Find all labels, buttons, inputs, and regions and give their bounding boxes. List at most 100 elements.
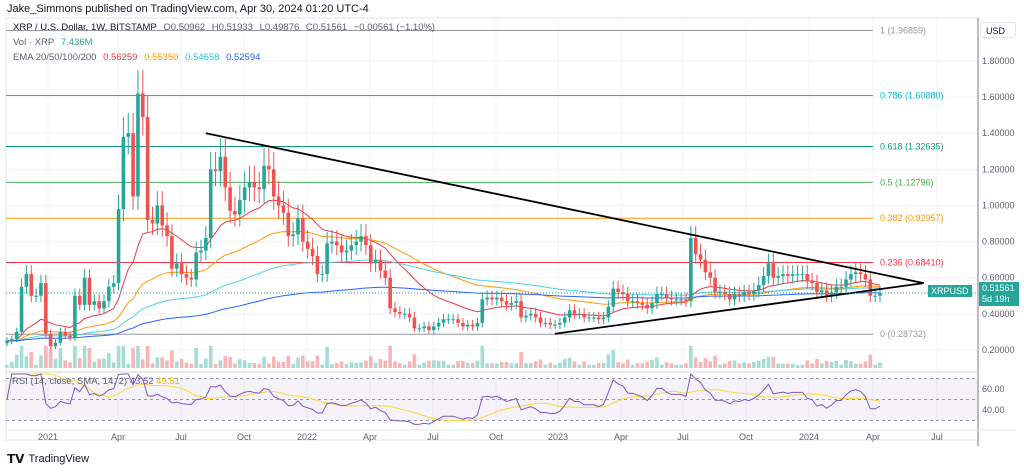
candle-body	[320, 274, 325, 276]
volume-bar	[77, 358, 82, 368]
volume-bar	[136, 346, 140, 368]
candle-body	[533, 313, 538, 318]
candle-body	[383, 270, 388, 278]
candle-body	[737, 293, 742, 296]
candle-body	[853, 272, 858, 275]
candle-body	[194, 252, 198, 280]
volume-bar	[63, 360, 67, 368]
volume-bar	[645, 361, 649, 368]
volume-bar	[44, 346, 48, 368]
candle-body	[136, 93, 140, 197]
fib-level-label: 0 (0.28732)	[880, 329, 926, 339]
volume-bar	[160, 357, 164, 368]
volume-bar	[427, 360, 431, 368]
volume-bar	[228, 356, 232, 368]
candle-body	[524, 315, 528, 318]
candle-body	[839, 286, 843, 288]
candle-body	[446, 319, 451, 321]
volume-bar	[305, 361, 310, 368]
candle-body	[761, 275, 766, 285]
fib-level-label: 0.236 (0.68410)	[880, 258, 944, 268]
volume-bar	[771, 356, 776, 368]
volume-bar	[485, 363, 489, 368]
tradingview-logo[interactable]: 𝗧𝗩 TradingView	[7, 452, 89, 466]
candle-body	[48, 333, 53, 347]
price-tick: 0.80000	[982, 237, 1015, 247]
candle-body	[141, 93, 145, 117]
candle-body	[650, 303, 654, 309]
candle-body	[218, 156, 223, 172]
candle-body	[242, 187, 247, 201]
volume-bar	[630, 364, 635, 368]
candle-body	[820, 290, 824, 293]
volume-bar	[470, 362, 475, 368]
volume-bar	[553, 364, 557, 368]
volume-bar	[664, 362, 669, 368]
volume-bar	[208, 346, 213, 368]
candle-body	[514, 301, 519, 304]
candle-body	[402, 313, 407, 315]
candle-body	[499, 297, 504, 302]
time-tick: Jul	[427, 432, 439, 442]
candle-body	[107, 286, 111, 302]
volume-bar	[878, 362, 882, 368]
candle-body	[727, 293, 732, 300]
candle-body	[698, 254, 703, 260]
ohlc-high: H0.51933	[211, 22, 253, 33]
volume-bar	[519, 352, 523, 368]
candle-body	[170, 236, 174, 269]
volume-bar	[87, 348, 92, 368]
candle-body	[267, 165, 271, 170]
volume-bar	[165, 360, 169, 368]
volume-bar	[102, 358, 106, 368]
candle-body	[58, 331, 63, 343]
candle-body	[679, 299, 683, 301]
currency-selector[interactable]: USD	[980, 22, 1016, 38]
volume-bar	[727, 360, 732, 368]
candle-body	[659, 293, 664, 295]
volume-bar	[150, 363, 155, 368]
candle-body	[509, 303, 514, 305]
volume-bar	[204, 358, 208, 368]
volume-bar	[53, 358, 58, 368]
candle-body	[645, 304, 649, 309]
candle-body	[621, 292, 625, 294]
volume-bar	[868, 354, 873, 368]
candle-body	[63, 331, 67, 336]
candle-body	[87, 277, 92, 305]
candle-body	[204, 237, 208, 251]
volume-bar	[524, 362, 528, 368]
volume-bar	[325, 346, 329, 368]
volume-bar	[669, 363, 674, 368]
volume-bar	[39, 355, 43, 368]
volume-bar	[655, 357, 659, 368]
volume-bar	[635, 363, 640, 368]
candle-body	[53, 342, 58, 347]
volume-bar	[558, 362, 562, 368]
volume-bar	[412, 354, 417, 368]
candle-body	[548, 322, 552, 325]
candle-body	[238, 200, 242, 215]
candle-body	[766, 263, 771, 276]
volume-bar	[58, 348, 63, 368]
volume-bar	[281, 362, 286, 368]
ema-legend: EMA 20/50/100/200 0.56259 0.55350 0.5465…	[13, 52, 264, 63]
fib-level-label: 0.618 (1.32635)	[880, 142, 944, 152]
price-tick: 0.60000	[982, 273, 1015, 283]
volume-bar	[364, 360, 368, 368]
candle-body	[296, 218, 300, 235]
candle-body	[208, 169, 213, 238]
ema50-value: 0.55350	[144, 52, 179, 63]
volume-bar	[441, 360, 446, 368]
candle-body	[543, 322, 548, 324]
candle-body	[5, 340, 9, 344]
volume-bar	[179, 358, 184, 368]
candle-body	[281, 205, 286, 213]
time-tick: Oct	[739, 432, 754, 442]
volume-bar	[820, 363, 824, 368]
candle-body	[786, 274, 790, 276]
symbol-legend: XRP / U.S. Dollar, 1W, BITSTAMP O0.50962…	[13, 22, 439, 33]
candle-body	[664, 293, 669, 298]
candle-body	[519, 301, 523, 318]
